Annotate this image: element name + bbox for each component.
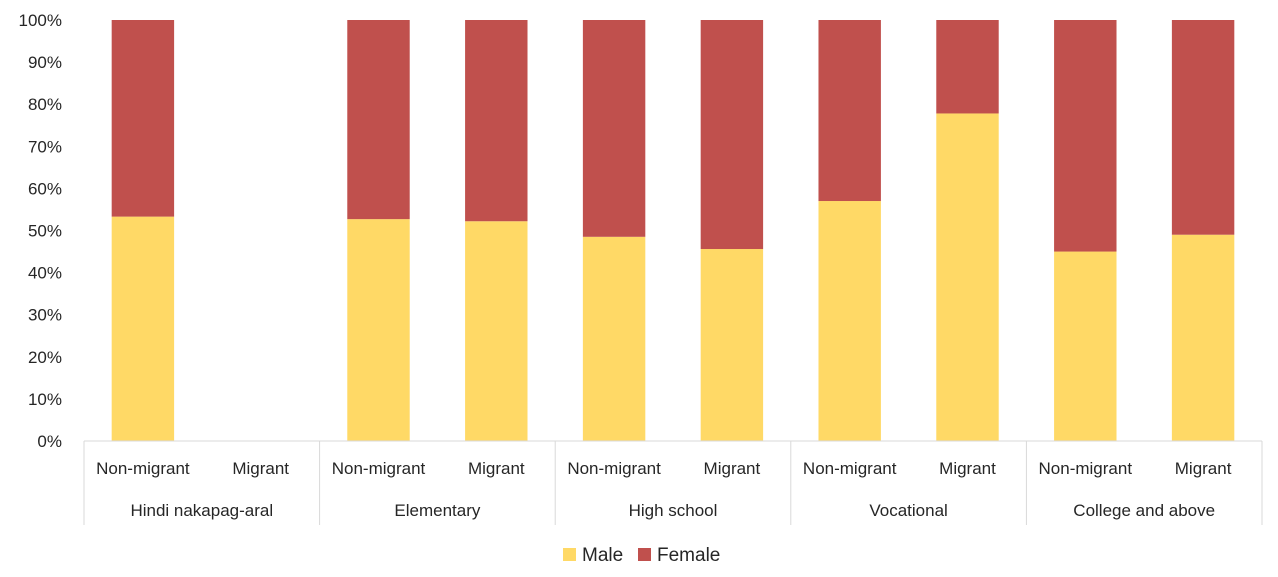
bar-male-7 [936,113,999,442]
y-tick-label: 70% [28,137,62,156]
x-category-label: Non-migrant [567,459,661,478]
legend-label-male: Male [582,545,623,566]
y-tick-label: 90% [28,53,62,72]
legend-label-female: Female [657,545,720,566]
y-tick-label: 20% [28,348,62,367]
y-tick-label: 30% [28,306,62,325]
x-category-label: Migrant [1175,459,1232,478]
bar-male-5 [700,249,764,441]
x-group-label: Hindi nakapag-aral [130,501,273,520]
y-axis: 0% 10% 20% 30% 40% 50% 60% 70% 80% 90% 100% [19,11,62,451]
y-tick-label: 40% [28,264,62,283]
x-group-label: Elementary [394,501,480,520]
x-category-label: Migrant [704,459,761,478]
bar-female-9 [1171,20,1235,235]
x-category-label: Non-migrant [803,459,897,478]
y-tick-label: 100% [19,11,62,30]
legend-swatch-male [563,548,576,561]
bar-male-2 [347,219,410,441]
bar-male-8 [1054,251,1117,441]
bar-male-6 [818,201,881,441]
x-axis: Non-migrant Migrant Non-migrant Migrant Non-… [83,440,1263,525]
x-category-label: Non-migrant [1039,459,1133,478]
bar-female-5 [700,20,764,250]
legend-swatch-female [638,548,651,561]
legend: Male Female [563,545,720,566]
bar-male-4 [582,236,646,441]
y-tick-label: 0% [37,432,62,451]
x-category-label: Non-migrant [332,459,426,478]
y-tick-label: 50% [28,222,62,241]
bar-female-8 [1054,20,1117,252]
x-category-label: Migrant [939,459,996,478]
x-group-label: Vocational [869,501,947,520]
bar-male-9 [1171,234,1235,441]
bars [111,20,1235,442]
x-group-label: High school [629,501,718,520]
y-tick-label: 10% [28,390,62,409]
bar-female-7 [936,20,999,114]
bar-male-0 [111,216,175,441]
bar-female-4 [582,20,646,237]
y-tick-label: 80% [28,95,62,114]
x-category-label: Migrant [468,459,525,478]
bar-female-6 [818,20,881,202]
x-category-label: Non-migrant [96,459,190,478]
y-tick-label: 60% [28,179,62,198]
bar-female-3 [465,20,528,222]
x-group-label: College and above [1073,501,1215,520]
bar-male-3 [465,221,528,441]
x-category-label: Migrant [232,459,289,478]
bar-female-0 [111,20,175,217]
bar-female-2 [347,20,410,220]
